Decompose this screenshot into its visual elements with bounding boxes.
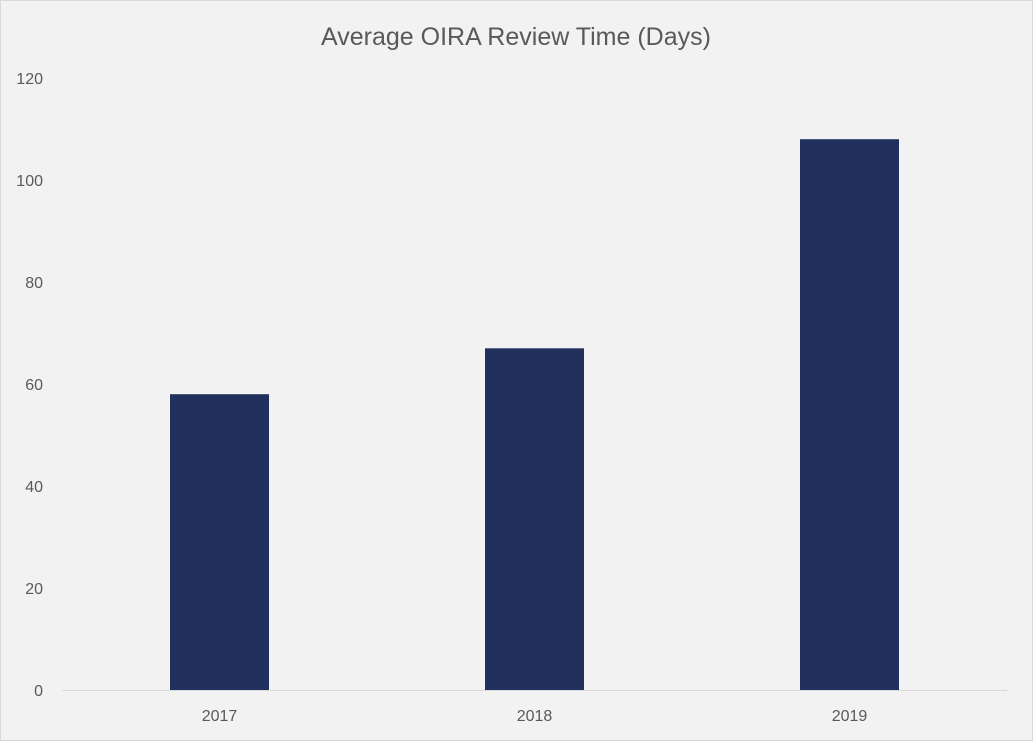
x-axis-ticks: 2017 2018 2019 [202, 708, 868, 725]
y-tick-label: 100 [16, 173, 43, 190]
bar-2018 [485, 348, 584, 690]
y-axis-ticks: 0 20 40 60 80 100 120 [16, 71, 43, 700]
y-tick-label: 40 [25, 479, 43, 496]
x-tick-label: 2017 [202, 708, 238, 725]
bar-2019 [800, 139, 899, 690]
y-tick-label: 0 [34, 683, 43, 700]
bar-2017 [170, 394, 269, 690]
x-tick-label: 2018 [517, 708, 553, 725]
y-tick-label: 60 [25, 377, 43, 394]
x-tick-label: 2019 [832, 708, 868, 725]
y-tick-label: 80 [25, 275, 43, 292]
bars [170, 139, 899, 690]
chart-title: Average OIRA Review Time (Days) [321, 23, 711, 51]
y-tick-label: 120 [16, 71, 43, 88]
y-tick-label: 20 [25, 581, 43, 598]
